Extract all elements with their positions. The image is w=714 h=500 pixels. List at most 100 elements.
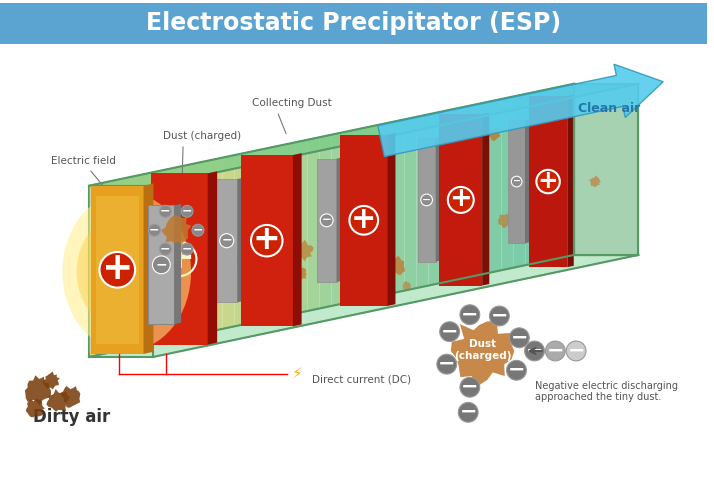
Text: −: − xyxy=(160,242,171,256)
Polygon shape xyxy=(216,179,237,302)
Text: −: − xyxy=(508,360,526,380)
Polygon shape xyxy=(453,106,465,281)
Polygon shape xyxy=(91,186,144,354)
Polygon shape xyxy=(550,86,562,260)
Polygon shape xyxy=(392,120,404,293)
Polygon shape xyxy=(343,130,356,304)
Polygon shape xyxy=(283,142,295,316)
Text: Clean air: Clean air xyxy=(578,102,640,115)
Text: −: − xyxy=(221,234,232,247)
Polygon shape xyxy=(368,159,381,172)
Polygon shape xyxy=(186,162,198,336)
Text: −: − xyxy=(546,340,564,360)
Polygon shape xyxy=(538,89,550,262)
Polygon shape xyxy=(501,96,513,270)
Text: +: + xyxy=(253,224,281,256)
Polygon shape xyxy=(237,178,243,302)
Text: +: + xyxy=(538,169,558,193)
Polygon shape xyxy=(26,398,45,417)
Polygon shape xyxy=(388,133,396,306)
Polygon shape xyxy=(588,176,601,187)
Text: −: − xyxy=(461,304,478,324)
Circle shape xyxy=(536,170,560,194)
Text: −: − xyxy=(441,321,458,341)
Polygon shape xyxy=(418,138,436,262)
Polygon shape xyxy=(388,256,405,275)
Polygon shape xyxy=(43,372,60,390)
Polygon shape xyxy=(404,117,416,290)
Polygon shape xyxy=(138,173,150,346)
Circle shape xyxy=(511,176,522,187)
Polygon shape xyxy=(241,155,293,326)
Circle shape xyxy=(159,243,171,255)
Polygon shape xyxy=(151,174,208,344)
Polygon shape xyxy=(553,136,565,146)
Polygon shape xyxy=(198,160,211,334)
Text: −: − xyxy=(568,340,585,360)
Polygon shape xyxy=(176,317,191,332)
Text: −: − xyxy=(156,258,167,272)
Polygon shape xyxy=(428,112,441,286)
Polygon shape xyxy=(144,184,154,354)
Polygon shape xyxy=(293,153,301,326)
Text: −: − xyxy=(182,204,192,218)
Text: +: + xyxy=(101,251,133,287)
Text: −: − xyxy=(526,340,543,360)
Circle shape xyxy=(545,341,565,361)
Circle shape xyxy=(421,194,433,206)
Text: Negative electric discharging
approached the tiny dust.: Negative electric discharging approached… xyxy=(535,380,678,402)
Polygon shape xyxy=(125,198,148,320)
Text: −: − xyxy=(322,214,331,226)
Polygon shape xyxy=(295,140,307,314)
Polygon shape xyxy=(331,132,343,306)
Circle shape xyxy=(159,206,171,218)
Circle shape xyxy=(192,224,204,236)
Polygon shape xyxy=(271,145,283,318)
Circle shape xyxy=(349,206,378,234)
Circle shape xyxy=(448,187,474,213)
Polygon shape xyxy=(319,134,331,308)
Polygon shape xyxy=(498,214,511,228)
Circle shape xyxy=(460,378,480,397)
Polygon shape xyxy=(174,204,181,324)
Polygon shape xyxy=(562,84,574,258)
Polygon shape xyxy=(101,180,114,354)
Circle shape xyxy=(181,243,193,255)
FancyBboxPatch shape xyxy=(0,2,707,44)
Polygon shape xyxy=(317,158,336,282)
Text: −: − xyxy=(461,376,478,396)
Polygon shape xyxy=(211,158,223,332)
Text: −: − xyxy=(193,224,203,236)
Polygon shape xyxy=(162,168,174,342)
Polygon shape xyxy=(539,143,545,150)
Polygon shape xyxy=(223,155,235,329)
Polygon shape xyxy=(294,268,307,280)
Polygon shape xyxy=(208,172,217,344)
Polygon shape xyxy=(368,124,380,298)
Polygon shape xyxy=(25,376,51,406)
Circle shape xyxy=(440,322,460,342)
Polygon shape xyxy=(416,114,428,288)
Circle shape xyxy=(163,242,196,276)
Polygon shape xyxy=(477,102,489,276)
Text: −: − xyxy=(149,224,160,236)
Circle shape xyxy=(149,224,161,236)
Text: Direct current (DC): Direct current (DC) xyxy=(312,374,411,384)
Polygon shape xyxy=(199,176,213,192)
Polygon shape xyxy=(525,119,529,243)
Polygon shape xyxy=(96,196,139,344)
Polygon shape xyxy=(157,210,169,222)
Polygon shape xyxy=(259,148,271,321)
Text: Dust (charged): Dust (charged) xyxy=(164,131,241,141)
Polygon shape xyxy=(436,138,441,262)
Polygon shape xyxy=(60,386,80,407)
Polygon shape xyxy=(275,274,286,285)
Polygon shape xyxy=(174,166,186,339)
Circle shape xyxy=(509,328,529,347)
Polygon shape xyxy=(529,96,568,267)
Polygon shape xyxy=(508,120,525,243)
Polygon shape xyxy=(441,109,453,283)
Polygon shape xyxy=(89,255,638,357)
Polygon shape xyxy=(236,252,251,270)
Polygon shape xyxy=(513,94,526,268)
